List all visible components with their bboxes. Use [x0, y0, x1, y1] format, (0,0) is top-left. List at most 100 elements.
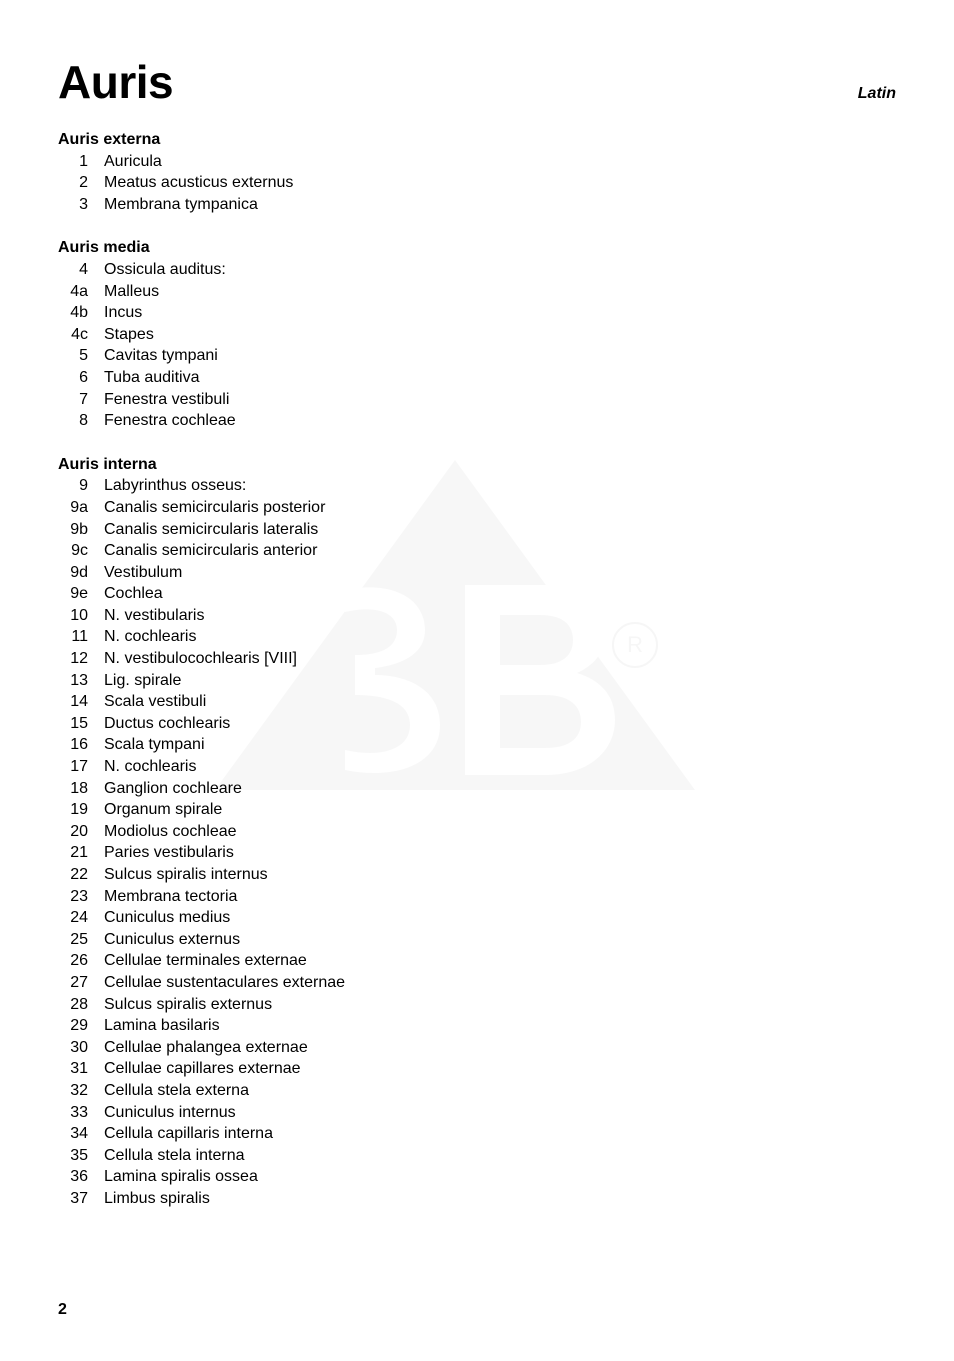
list-item: 30Cellulae phalangea externae [58, 1037, 896, 1059]
item-number: 4a [58, 281, 104, 303]
item-term: Cellula capillaris interna [104, 1123, 896, 1145]
item-term: N. vestibulocochlearis [VIII] [104, 648, 896, 670]
item-number: 2 [58, 172, 104, 194]
item-term: Membrana tectoria [104, 886, 896, 908]
list-item: 9dVestibulum [58, 562, 896, 584]
item-number: 9d [58, 562, 104, 584]
item-term: Canalis semicircularis lateralis [104, 519, 896, 541]
sections-container: Auris externa1Auricula2Meatus acusticus … [58, 129, 896, 1210]
item-term: Cuniculus internus [104, 1102, 896, 1124]
item-term: Fenestra vestibuli [104, 389, 896, 411]
item-number: 9a [58, 497, 104, 519]
list-item: 33Cuniculus internus [58, 1102, 896, 1124]
item-term: Canalis semicircularis posterior [104, 497, 896, 519]
item-number: 15 [58, 713, 104, 735]
item-number: 9c [58, 540, 104, 562]
list-item: 20Modiolus cochleae [58, 821, 896, 843]
item-number: 7 [58, 389, 104, 411]
item-number: 21 [58, 842, 104, 864]
item-number: 30 [58, 1037, 104, 1059]
list-item: 4Ossicula auditus: [58, 259, 896, 281]
item-term: Cuniculus externus [104, 929, 896, 951]
item-term: Lamina spiralis ossea [104, 1166, 896, 1188]
item-number: 22 [58, 864, 104, 886]
list-item: 4cStapes [58, 324, 896, 346]
item-number: 19 [58, 799, 104, 821]
list-item: 17N. cochlearis [58, 756, 896, 778]
item-number: 17 [58, 756, 104, 778]
page-content: Auris Latin Auris externa1Auricula2Meatu… [58, 55, 896, 1210]
item-term: N. vestibularis [104, 605, 896, 627]
item-number: 27 [58, 972, 104, 994]
item-number: 23 [58, 886, 104, 908]
item-number: 3 [58, 194, 104, 216]
item-term: Limbus spiralis [104, 1188, 896, 1210]
section-heading: Auris interna [58, 454, 896, 476]
item-number: 28 [58, 994, 104, 1016]
list-item: 25Cuniculus externus [58, 929, 896, 951]
item-term: Ganglion cochleare [104, 778, 896, 800]
list-item: 26Cellulae terminales externae [58, 950, 896, 972]
item-term: Cavitas tympani [104, 345, 896, 367]
item-term: Cellula stela externa [104, 1080, 896, 1102]
item-term: Scala vestibuli [104, 691, 896, 713]
item-term: Auricula [104, 151, 896, 173]
list-item: 35Cellula stela interna [58, 1145, 896, 1167]
item-number: 25 [58, 929, 104, 951]
page-title: Auris [58, 55, 173, 109]
list-item: 6Tuba auditiva [58, 367, 896, 389]
item-term: Tuba auditiva [104, 367, 896, 389]
item-term: Meatus acusticus externus [104, 172, 896, 194]
section-heading: Auris externa [58, 129, 896, 151]
item-term: N. cochlearis [104, 626, 896, 648]
item-number: 37 [58, 1188, 104, 1210]
item-number: 32 [58, 1080, 104, 1102]
list-item: 3Membrana tympanica [58, 194, 896, 216]
list-item: 27Cellulae sustentaculares externae [58, 972, 896, 994]
list-item: 22Sulcus spiralis internus [58, 864, 896, 886]
list-item: 13Lig. spirale [58, 670, 896, 692]
list-item: 18Ganglion cochleare [58, 778, 896, 800]
item-number: 1 [58, 151, 104, 173]
item-number: 26 [58, 950, 104, 972]
item-number: 20 [58, 821, 104, 843]
item-term: Malleus [104, 281, 896, 303]
item-term: Paries vestibularis [104, 842, 896, 864]
list-item: 9bCanalis semicircularis lateralis [58, 519, 896, 541]
list-item: 9eCochlea [58, 583, 896, 605]
item-term: Vestibulum [104, 562, 896, 584]
list-item: 28Sulcus spiralis externus [58, 994, 896, 1016]
list-item: 34Cellula capillaris interna [58, 1123, 896, 1145]
item-number: 13 [58, 670, 104, 692]
item-number: 8 [58, 410, 104, 432]
section-gap [58, 215, 896, 237]
item-term: Cellulae terminales externae [104, 950, 896, 972]
item-term: Ductus cochlearis [104, 713, 896, 735]
item-number: 31 [58, 1058, 104, 1080]
item-number: 36 [58, 1166, 104, 1188]
list-item: 2Meatus acusticus externus [58, 172, 896, 194]
list-item: 14Scala vestibuli [58, 691, 896, 713]
item-number: 5 [58, 345, 104, 367]
item-number: 14 [58, 691, 104, 713]
item-number: 4b [58, 302, 104, 324]
item-term: Cellulae phalangea externae [104, 1037, 896, 1059]
item-term: Cellulae sustentaculares externae [104, 972, 896, 994]
item-number: 6 [58, 367, 104, 389]
list-item: 9cCanalis semicircularis anterior [58, 540, 896, 562]
item-number: 4 [58, 259, 104, 281]
item-term: Scala tympani [104, 734, 896, 756]
item-term: Canalis semicircularis anterior [104, 540, 896, 562]
item-term: N. cochlearis [104, 756, 896, 778]
item-number: 10 [58, 605, 104, 627]
list-item: 36Lamina spiralis ossea [58, 1166, 896, 1188]
list-item: 31Cellulae capillares externae [58, 1058, 896, 1080]
item-term: Sulcus spiralis internus [104, 864, 896, 886]
item-term: Fenestra cochleae [104, 410, 896, 432]
section-heading: Auris media [58, 237, 896, 259]
list-item: 23Membrana tectoria [58, 886, 896, 908]
item-term: Labyrinthus osseus: [104, 475, 896, 497]
item-number: 35 [58, 1145, 104, 1167]
list-item: 9Labyrinthus osseus: [58, 475, 896, 497]
item-number: 29 [58, 1015, 104, 1037]
